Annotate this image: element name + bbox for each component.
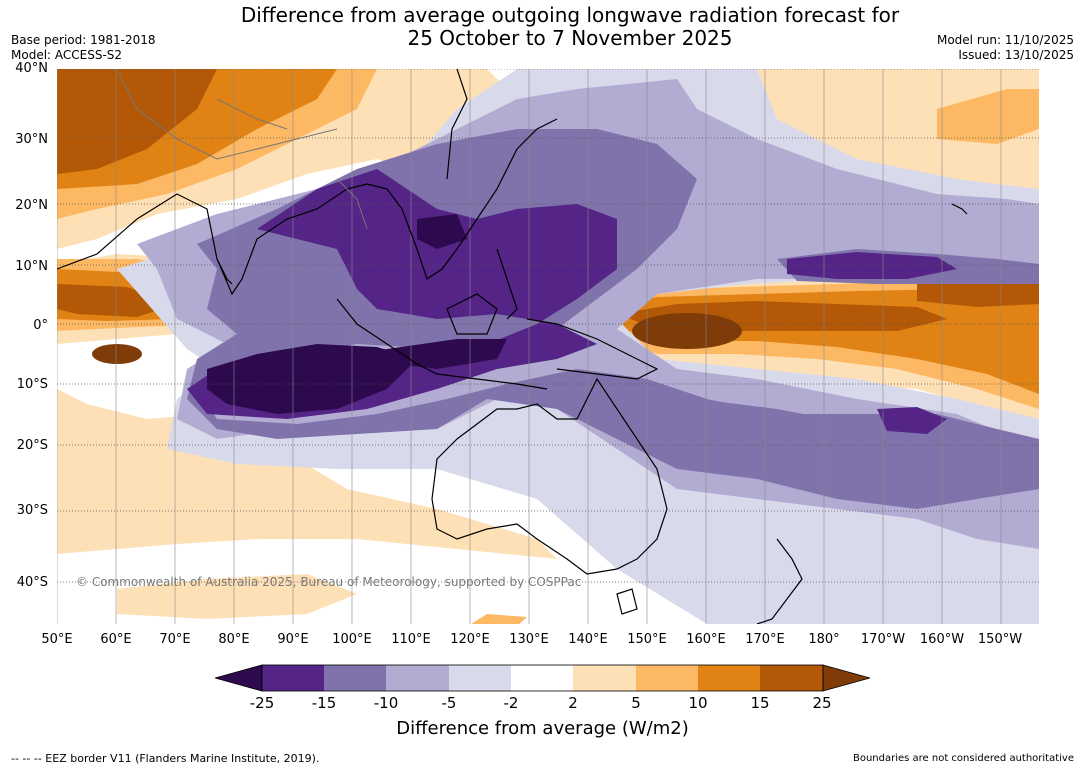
colorbar-segment-6 [573,665,636,691]
colorbar-tick: -5 [441,694,457,712]
base-period-text: Base period: 1981-2018 [11,33,156,47]
colorbar-segment-4 [449,665,511,691]
philippines-coastline [496,248,518,320]
colorbar-title: Difference from average (W/m2) [396,718,689,739]
map-title: Difference from average outgoing longwav… [0,4,1085,50]
lon-label-90e: 90°E [277,632,309,647]
lat-label-20s: 20°S [16,438,48,453]
title-line-2: 25 October to 7 November 2025 [407,26,733,50]
model-text: Model: ACCESS-S2 [11,48,123,62]
boundaries-disclaimer: Boundaries are not considered authoritat… [852,753,1074,764]
colorbar-tick: -2 [503,694,519,712]
lon-label-160w: 160°W [919,632,965,647]
lat-label-20n: 20°N [15,198,48,213]
asia-coastline [57,118,558,296]
lon-label-80e: 80°E [218,632,250,647]
model-run-text: Model run: 11/10/2025 [936,33,1074,47]
lon-label-130e: 130°E [509,632,549,647]
lat-label-10s: 10°S [16,377,48,392]
colorbar-tick: 15 [750,694,770,712]
colorbar-segment-7 [636,665,698,691]
lon-label-110e: 110°E [391,632,431,647]
sumatra-java-coastline [336,298,548,390]
china-coastline [446,69,468,180]
issued-text: Issued: 13/10/2025 [958,48,1074,62]
colorbar-tick: -10 [373,694,399,712]
colorbar-outline [261,664,824,692]
coastlines [57,69,968,624]
copyright-notice: © Commonwealth of Australia 2025, Bureau… [76,575,582,589]
lon-gridlines [57,69,1002,624]
title-line-1: Difference from average outgoing longwav… [240,3,900,27]
lon-label-140e: 140°E [568,632,608,647]
colorbar-arrow-right [822,664,870,692]
map-canvas [57,69,1039,624]
anomaly-dark-purple [187,169,957,434]
colorbar [215,664,870,692]
colorbar-segment-8 [698,665,760,691]
borneo-coastline [446,293,498,335]
colorbar-segment-1 [262,665,324,691]
lon-label-120e: 120°E [450,632,490,647]
country-borders [116,69,368,230]
colorbar-tick: 5 [631,694,641,712]
lat-label-30s: 30°S [16,503,48,518]
lat-label-30n: 30°N [15,132,48,147]
new-zealand-coastline [756,538,803,624]
colorbar-segment-2 [324,665,386,691]
anomaly-darkest-purple [207,214,507,414]
eez-border-note: -- -- -- EEZ border V11 (Flanders Marine… [11,752,320,765]
lon-label-160e: 160°E [686,632,726,647]
colorbar-tick: 10 [688,694,708,712]
lon-label-150e: 150°E [627,632,667,647]
new-guinea-coastline [526,318,659,380]
colorbar-segment-3 [386,665,449,691]
lat-label-0: 0° [33,318,48,333]
lon-label-50e: 50°E [41,632,73,647]
colorbar-tick: -25 [249,694,275,712]
lon-label-70e: 70°E [159,632,191,647]
lon-label-60e: 60°E [100,632,132,647]
tasmania-coastline [616,588,638,615]
colorbar-segment-9 [760,665,823,691]
lon-label-150w: 150°W [977,632,1023,647]
forecast-map [57,69,1039,624]
colorbar-tick: -15 [311,694,337,712]
lat-label-40n: 40°N [15,61,48,76]
lon-label-170w: 170°W [860,632,906,647]
lon-label-180: 180° [808,632,840,647]
colorbar-tick: 25 [812,694,832,712]
sri-lanka-coastline [216,258,233,285]
lon-label-170e: 170°E [745,632,785,647]
colorbar-tick: 2 [568,694,578,712]
australia-coastline [431,377,668,575]
lat-label-40s: 40°S [16,575,48,590]
lon-label-100e: 100°E [332,632,372,647]
colorbar-segment-5 [511,665,573,691]
hawaii-coastline [951,203,968,215]
colorbar-arrow-left [215,664,263,692]
lat-label-10n: 10°N [15,259,48,274]
anomaly-very-dark-orange [92,313,742,364]
